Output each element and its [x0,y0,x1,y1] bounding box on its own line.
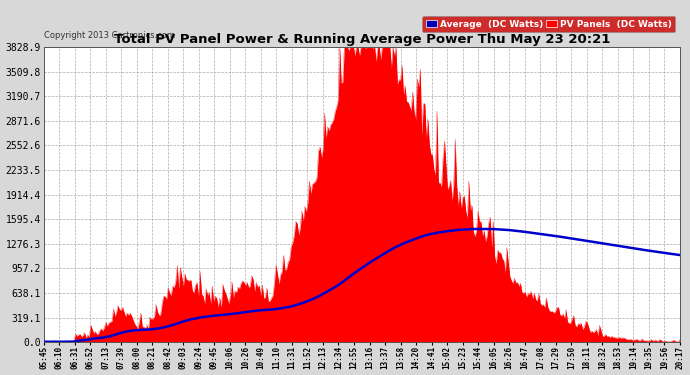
Title: Total PV Panel Power & Running Average Power Thu May 23 20:21: Total PV Panel Power & Running Average P… [114,33,610,46]
Legend: Average  (DC Watts), PV Panels  (DC Watts): Average (DC Watts), PV Panels (DC Watts) [422,16,676,32]
Text: Copyright 2013 Cartronics.com: Copyright 2013 Cartronics.com [43,31,175,40]
